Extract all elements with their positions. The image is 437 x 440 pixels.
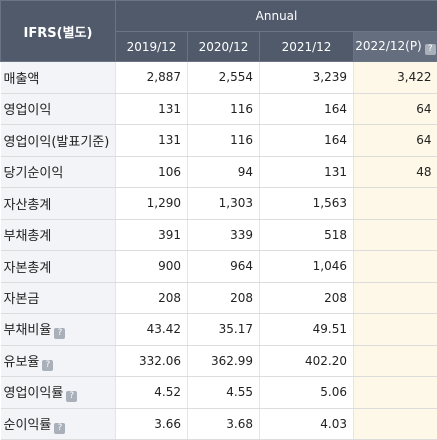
value-cell: 339: [188, 219, 260, 251]
row-label-text: 유보율: [4, 355, 40, 370]
value-cell: 94: [188, 156, 260, 188]
value-cell: 518: [260, 219, 354, 251]
projection-cell: [354, 408, 437, 440]
row-label-text: 당기순이익: [4, 166, 64, 181]
row-label: 부채총계: [1, 219, 116, 251]
projection-cell: [354, 314, 437, 346]
row-label: 매출액: [1, 62, 116, 94]
row-label-text: 영업이익(발표기준): [4, 135, 110, 150]
value-cell: 4.03: [260, 408, 354, 440]
projection-cell: [354, 377, 437, 409]
value-cell: 362.99: [188, 345, 260, 377]
value-cell: 5.06: [260, 377, 354, 409]
row-label-text: 매출액: [4, 72, 40, 87]
projection-cell: [354, 219, 437, 251]
value-cell: 2,887: [116, 62, 188, 94]
value-cell: 35.17: [188, 314, 260, 346]
value-cell: 106: [116, 156, 188, 188]
row-label: 순이익률?: [1, 408, 116, 440]
value-cell: 49.51: [260, 314, 354, 346]
row-label: 부채비율?: [1, 314, 116, 346]
info-icon[interactable]: ?: [66, 391, 77, 402]
value-cell: 208: [260, 282, 354, 314]
period-header: 2019/12: [116, 32, 188, 62]
row-label: 자산총계: [1, 188, 116, 220]
value-cell: 1,563: [260, 188, 354, 220]
value-cell: 131: [116, 93, 188, 125]
value-cell: 116: [188, 125, 260, 157]
projection-cell: [354, 188, 437, 220]
value-cell: 2,554: [188, 62, 260, 94]
value-cell: 131: [260, 156, 354, 188]
row-label-text: 부채비율: [4, 323, 52, 338]
info-icon[interactable]: ?: [54, 423, 65, 434]
value-cell: 131: [116, 125, 188, 157]
row-label: 유보율?: [1, 345, 116, 377]
value-cell: 332.06: [116, 345, 188, 377]
row-label: 당기순이익: [1, 156, 116, 188]
info-icon[interactable]: ?: [42, 360, 53, 371]
value-cell: 1,290: [116, 188, 188, 220]
period-header: 2020/12: [188, 32, 260, 62]
value-cell: 4.52: [116, 377, 188, 409]
row-label-text: 영업이익: [4, 103, 52, 118]
row-label: 자본금: [1, 282, 116, 314]
projection-cell: [354, 345, 437, 377]
value-cell: 3,239: [260, 62, 354, 94]
row-label-text: 자본금: [4, 292, 40, 307]
value-cell: 3.68: [188, 408, 260, 440]
period-header-label: 2022/12(P): [355, 39, 421, 53]
projection-cell: [354, 251, 437, 283]
row-label-text: 영업이익률: [4, 386, 64, 401]
value-cell: 164: [260, 125, 354, 157]
row-label-text: 자산총계: [4, 198, 52, 213]
value-cell: 964: [188, 251, 260, 283]
annual-group-header: Annual: [116, 1, 437, 32]
value-cell: 164: [260, 93, 354, 125]
row-label-text: 부채총계: [4, 229, 52, 244]
value-cell: 208: [188, 282, 260, 314]
value-cell: 43.42: [116, 314, 188, 346]
value-cell: 1,303: [188, 188, 260, 220]
table-header: IFRS(별도) Annual 2019/12 2020/12 2021/12 …: [1, 1, 437, 62]
period-header: 2021/12: [260, 32, 354, 62]
row-label: 자본총계: [1, 251, 116, 283]
projection-cell: 64: [354, 93, 437, 125]
row-label: 영업이익률?: [1, 377, 116, 409]
accounting-standard-label: IFRS(별도): [1, 1, 116, 62]
info-icon[interactable]: ?: [54, 328, 65, 339]
projection-cell: [354, 282, 437, 314]
value-cell: 208: [116, 282, 188, 314]
projection-cell: 64: [354, 125, 437, 157]
period-header-projection: 2022/12(P)?: [354, 32, 437, 62]
value-cell: 402.20: [260, 345, 354, 377]
value-cell: 3.66: [116, 408, 188, 440]
info-icon[interactable]: ?: [425, 44, 436, 55]
value-cell: 391: [116, 219, 188, 251]
row-label-text: 순이익률: [4, 418, 52, 433]
value-cell: 116: [188, 93, 260, 125]
row-label: 영업이익: [1, 93, 116, 125]
projection-cell: 3,422: [354, 62, 437, 94]
row-label-text: 자본총계: [4, 261, 52, 276]
value-cell: 4.55: [188, 377, 260, 409]
projection-cell: 48: [354, 156, 437, 188]
value-cell: 900: [116, 251, 188, 283]
value-cell: 1,046: [260, 251, 354, 283]
row-label: 영업이익(발표기준): [1, 125, 116, 157]
